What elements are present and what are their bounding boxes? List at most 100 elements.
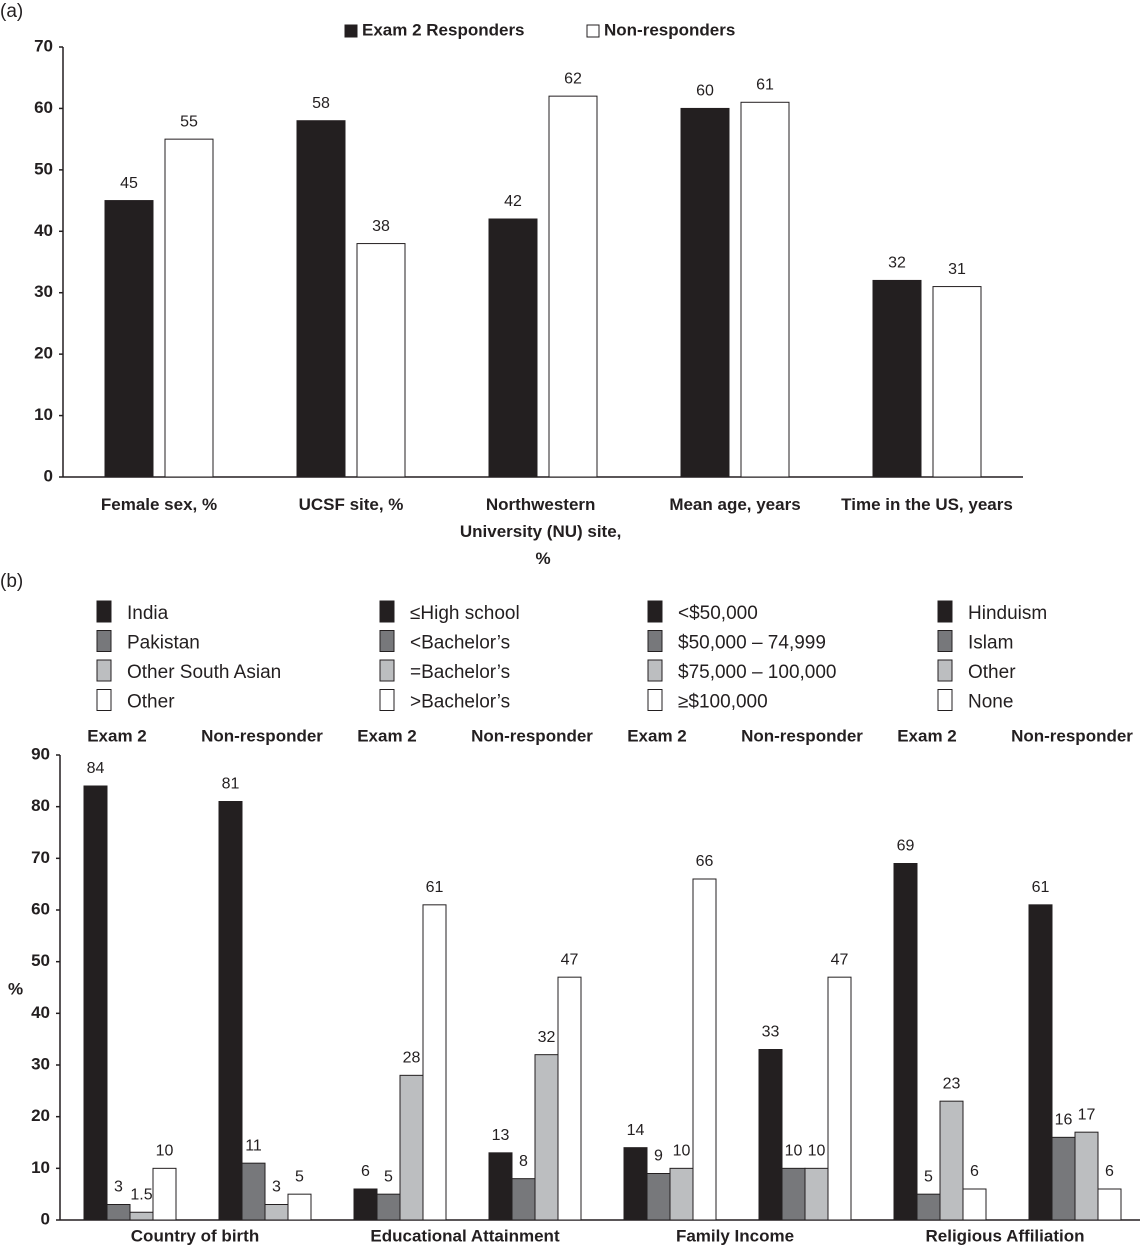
legend-label: Other South Asian <box>127 662 281 683</box>
y-axis-label: % <box>8 979 23 998</box>
y-tick-label: 40 <box>34 221 53 240</box>
value-label: 81 <box>222 776 240 793</box>
value-label: 10 <box>785 1143 803 1160</box>
x-tick-label: Time in the US, years <box>841 495 1013 514</box>
value-label: 16 <box>1055 1112 1073 1129</box>
legend-label: ≤High school <box>410 603 520 624</box>
value-label: 6 <box>361 1163 370 1180</box>
bar <box>893 863 918 1221</box>
value-label: 6 <box>970 1163 979 1180</box>
bar <box>1028 904 1053 1221</box>
value-label: 58 <box>312 95 330 112</box>
subgroup-label: Non-responder <box>1011 726 1133 745</box>
value-label: 5 <box>924 1168 933 1185</box>
legend-swatch <box>96 659 112 682</box>
legend-swatch <box>379 600 395 623</box>
value-label: 8 <box>519 1153 528 1170</box>
bar <box>1097 1188 1122 1221</box>
value-label: 69 <box>897 838 915 855</box>
x-tick-label: Female sex, % <box>101 495 217 514</box>
legend-swatch <box>937 659 953 682</box>
x-tick-label: Northwestern University (NU) site, % <box>460 495 626 568</box>
legend-swatch <box>96 600 112 623</box>
y-tick-label: 30 <box>34 282 53 301</box>
panel-label: (a) <box>0 1 23 22</box>
value-label: 3 <box>114 1179 123 1196</box>
legend-swatch <box>344 24 358 38</box>
legend-label: Non-responders <box>604 20 735 39</box>
subgroup-label: Exam 2 <box>627 726 687 745</box>
bar <box>781 1167 806 1221</box>
x-tick-label: Country of birth <box>131 1226 259 1245</box>
bar <box>557 976 582 1221</box>
legend-label: India <box>127 603 169 624</box>
legend-label: Other <box>968 662 1016 683</box>
bar <box>104 200 154 478</box>
bar <box>399 1074 424 1221</box>
legend-label: $75,000 – 100,000 <box>678 662 837 683</box>
y-tick-label: 40 <box>31 1003 50 1022</box>
y-tick-label: 20 <box>31 1106 50 1125</box>
bar <box>939 1100 964 1221</box>
legend-swatch <box>379 689 395 711</box>
value-label: 23 <box>943 1075 961 1092</box>
legend-label: Other <box>127 692 175 713</box>
bar <box>241 1162 266 1221</box>
value-label: 33 <box>762 1024 780 1041</box>
value-label: 84 <box>87 760 105 777</box>
bar <box>932 286 982 478</box>
bar <box>804 1167 829 1221</box>
legend-label: ≥$100,000 <box>678 692 768 713</box>
legend-label: None <box>968 692 1013 713</box>
value-label: 55 <box>180 113 198 130</box>
subgroup-label: Non-responder <box>741 726 863 745</box>
value-label: 13 <box>492 1127 510 1144</box>
bar <box>511 1178 536 1221</box>
bar <box>962 1188 987 1221</box>
subgroup-label: Non-responder <box>471 726 593 745</box>
subgroup-label: Exam 2 <box>87 726 147 745</box>
legend-label: <Bachelor’s <box>410 633 510 654</box>
legend-label: Hinduism <box>968 603 1047 624</box>
legend-label: Islam <box>968 633 1013 654</box>
bar <box>623 1147 648 1221</box>
bar <box>353 1188 378 1221</box>
subgroup-label: Non-responder <box>201 726 323 745</box>
bar <box>488 218 538 478</box>
bar <box>356 243 406 478</box>
legend-swatch <box>937 630 953 652</box>
y-tick-label: 50 <box>34 159 53 178</box>
legend-swatch <box>937 689 953 711</box>
y-tick-label: 80 <box>31 796 50 815</box>
value-label: 60 <box>696 83 714 100</box>
bar <box>164 138 214 478</box>
value-label: 10 <box>808 1143 826 1160</box>
legend-label: <$50,000 <box>678 603 758 624</box>
bar <box>422 904 447 1221</box>
legend-swatch <box>96 689 112 711</box>
legend-swatch <box>586 24 600 38</box>
y-tick-label: 0 <box>41 1209 50 1228</box>
panel-label: (b) <box>0 571 23 592</box>
value-label: 61 <box>756 77 774 94</box>
bar <box>827 976 852 1221</box>
x-tick-label: Educational Attainment <box>370 1226 560 1245</box>
value-label: 61 <box>426 879 444 896</box>
value-label: 9 <box>654 1148 663 1165</box>
bar <box>1051 1136 1076 1221</box>
legend-label: Exam 2 Responders <box>362 20 525 39</box>
value-label: 3 <box>272 1179 281 1196</box>
bar <box>1074 1131 1099 1221</box>
value-label: 47 <box>831 951 849 968</box>
legend-swatch <box>379 659 395 682</box>
legend-label: Pakistan <box>127 633 200 654</box>
value-label: 10 <box>156 1143 174 1160</box>
value-label: 10 <box>673 1143 691 1160</box>
x-tick-label: Religious Affiliation <box>926 1226 1085 1245</box>
y-tick-label: 70 <box>31 848 50 867</box>
bar <box>534 1054 559 1221</box>
value-label: 32 <box>888 255 906 272</box>
value-label: 62 <box>564 70 582 87</box>
bar <box>758 1049 783 1221</box>
bar <box>296 120 346 478</box>
